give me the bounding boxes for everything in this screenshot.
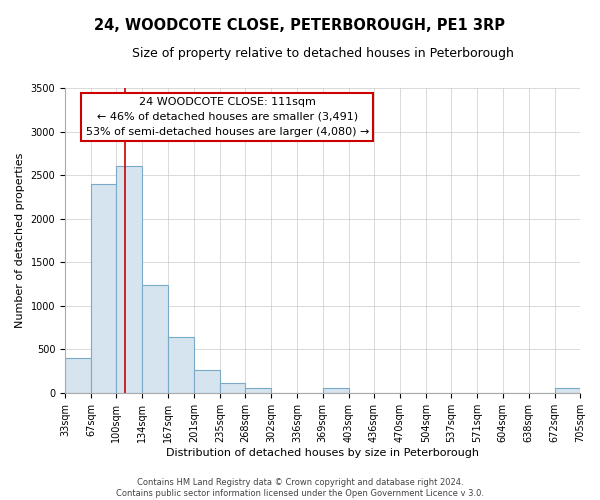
Bar [168,337,194,393]
Bar [323,388,349,393]
Bar [245,388,271,393]
Bar [91,184,116,393]
Bar [194,370,220,393]
Bar [116,166,142,393]
Bar [220,384,245,393]
X-axis label: Distribution of detached houses by size in Peterborough: Distribution of detached houses by size … [166,448,479,458]
Bar [555,388,580,393]
Y-axis label: Number of detached properties: Number of detached properties [15,153,25,328]
Bar [65,358,91,393]
Text: Contains HM Land Registry data © Crown copyright and database right 2024.
Contai: Contains HM Land Registry data © Crown c… [116,478,484,498]
Title: Size of property relative to detached houses in Peterborough: Size of property relative to detached ho… [131,48,514,60]
Bar [142,285,168,393]
Text: 24 WOODCOTE CLOSE: 111sqm
← 46% of detached houses are smaller (3,491)
53% of se: 24 WOODCOTE CLOSE: 111sqm ← 46% of detac… [86,97,369,137]
Text: 24, WOODCOTE CLOSE, PETERBOROUGH, PE1 3RP: 24, WOODCOTE CLOSE, PETERBOROUGH, PE1 3R… [95,18,505,32]
